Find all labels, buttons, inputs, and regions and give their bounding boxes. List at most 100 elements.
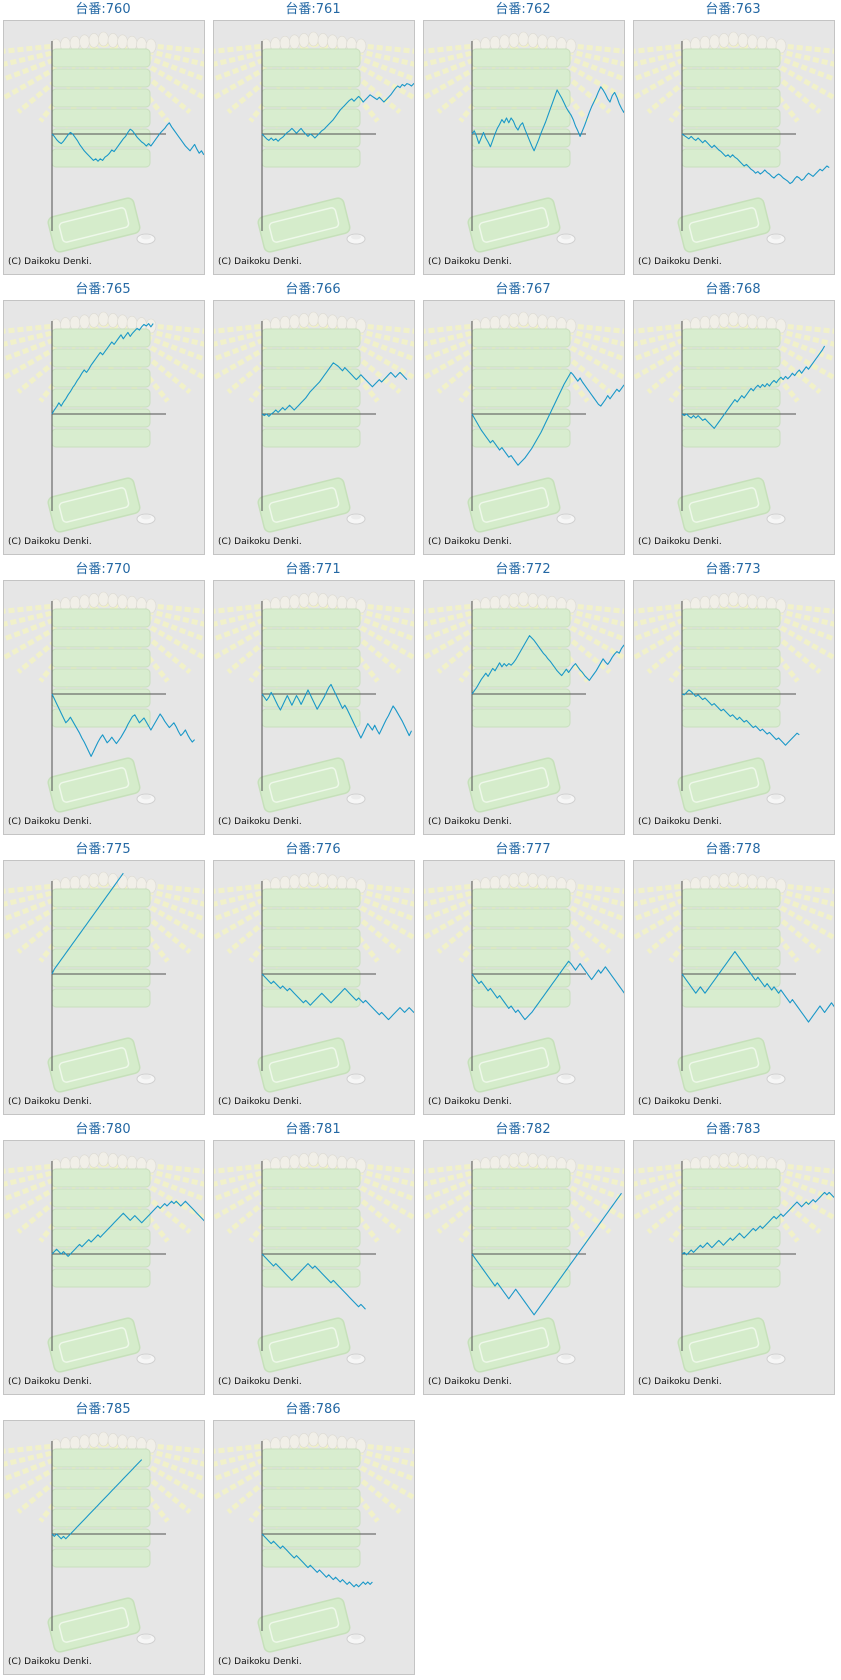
chart-title[interactable]: 台番:785: [75, 1402, 131, 1417]
chart-panel: (C) Daikoku Denki.: [633, 300, 835, 555]
copyright-text: (C) Daikoku Denki.: [638, 1377, 722, 1387]
chart-svg: [424, 591, 624, 813]
chart-svg: [214, 311, 414, 533]
chart-svg: [424, 871, 624, 1093]
chart-cell: 台番:771 (C) Daikoku Denki.: [210, 560, 416, 840]
copyright-text: (C) Daikoku Denki.: [638, 257, 722, 267]
copyright-text: (C) Daikoku Denki.: [638, 1097, 722, 1107]
chart-title[interactable]: 台番:763: [705, 2, 761, 17]
background-artwork: [4, 311, 204, 533]
chart-svg: [214, 1151, 414, 1373]
chart-title[interactable]: 台番:768: [705, 282, 761, 297]
chart-cell: 台番:776 (C) Daikoku Denki.: [210, 840, 416, 1120]
series-line: [681, 1191, 834, 1256]
chart-cell: 台番:783 (C) Daikoku Denki.: [630, 1120, 836, 1400]
background-artwork: [424, 591, 624, 813]
background-artwork: [214, 871, 414, 1093]
chart-cell: 台番:780 (C) Daikoku Denki.: [0, 1120, 206, 1400]
copyright-text: (C) Daikoku Denki.: [8, 1097, 92, 1107]
chart-cell: 台番:763 (C) Daikoku Denki.: [630, 0, 836, 280]
chart-title[interactable]: 台番:777: [495, 842, 551, 857]
chart-title[interactable]: 台番:778: [705, 842, 761, 857]
series-line: [681, 689, 800, 746]
chart-panel: (C) Daikoku Denki.: [423, 580, 625, 835]
series-line: [51, 122, 204, 162]
copyright-text: (C) Daikoku Denki.: [428, 1097, 512, 1107]
chart-title[interactable]: 台番:767: [495, 282, 551, 297]
chart-title[interactable]: 台番:782: [495, 1122, 551, 1137]
series-line: [261, 973, 414, 1021]
chart-title[interactable]: 台番:786: [285, 1402, 341, 1417]
chart-svg: [4, 311, 204, 533]
chart-panel: (C) Daikoku Denki.: [3, 20, 205, 275]
chart-svg: [634, 31, 834, 253]
chart-cell: 台番:785 (C) Daikoku Denki.: [0, 1400, 206, 1680]
background-artwork: [214, 311, 414, 533]
chart-panel: (C) Daikoku Denki.: [213, 860, 415, 1115]
chart-title[interactable]: 台番:783: [705, 1122, 761, 1137]
background-artwork: [214, 591, 414, 813]
chart-svg: [4, 591, 204, 813]
chart-panel: (C) Daikoku Denki.: [213, 300, 415, 555]
series-line: [51, 872, 124, 975]
series-line: [51, 1200, 204, 1257]
chart-title[interactable]: 台番:760: [75, 2, 131, 17]
chart-cell: 台番:766 (C) Daikoku Denki.: [210, 280, 416, 560]
series-line: [261, 1253, 366, 1310]
chart-title[interactable]: 台番:765: [75, 282, 131, 297]
chart-panel: (C) Daikoku Denki.: [3, 1420, 205, 1675]
chart-title[interactable]: 台番:780: [75, 1122, 131, 1137]
background-artwork: [4, 871, 204, 1093]
copyright-text: (C) Daikoku Denki.: [428, 1377, 512, 1387]
chart-panel: (C) Daikoku Denki.: [423, 860, 625, 1115]
background-artwork: [424, 871, 624, 1093]
background-artwork: [214, 1151, 414, 1373]
chart-title[interactable]: 台番:776: [285, 842, 341, 857]
chart-svg: [424, 311, 624, 533]
chart-cell: 台番:782 (C) Daikoku Denki.: [420, 1120, 626, 1400]
chart-title[interactable]: 台番:781: [285, 1122, 341, 1137]
series-line: [471, 635, 624, 695]
copyright-text: (C) Daikoku Denki.: [8, 817, 92, 827]
series-line: [471, 1192, 622, 1316]
chart-title[interactable]: 台番:762: [495, 2, 551, 17]
series-line: [471, 371, 624, 466]
chart-panel: (C) Daikoku Denki.: [213, 20, 415, 275]
chart-title[interactable]: 台番:772: [495, 562, 551, 577]
background-artwork: [4, 1431, 204, 1653]
background-artwork: [214, 1431, 414, 1653]
chart-title[interactable]: 台番:770: [75, 562, 131, 577]
copyright-text: (C) Daikoku Denki.: [638, 537, 722, 547]
chart-svg: [634, 311, 834, 533]
copyright-text: (C) Daikoku Denki.: [8, 1657, 92, 1667]
copyright-text: (C) Daikoku Denki.: [8, 257, 92, 267]
copyright-text: (C) Daikoku Denki.: [428, 537, 512, 547]
copyright-text: (C) Daikoku Denki.: [638, 817, 722, 827]
chart-svg: [634, 871, 834, 1093]
chart-title[interactable]: 台番:766: [285, 282, 341, 297]
chart-cell: 台番:778 (C) Daikoku Denki.: [630, 840, 836, 1120]
background-artwork: [4, 31, 204, 253]
chart-title[interactable]: 台番:775: [75, 842, 131, 857]
series-line: [51, 693, 195, 757]
background-artwork: [214, 31, 414, 253]
chart-title[interactable]: 台番:761: [285, 2, 341, 17]
chart-panel: (C) Daikoku Denki.: [633, 860, 835, 1115]
chart-title[interactable]: 台番:771: [285, 562, 341, 577]
chart-svg: [214, 871, 414, 1093]
background-artwork: [424, 311, 624, 533]
chart-panel: (C) Daikoku Denki.: [633, 1140, 835, 1395]
background-artwork: [4, 591, 204, 813]
series-line: [681, 345, 826, 429]
chart-cell: 台番:770 (C) Daikoku Denki.: [0, 560, 206, 840]
background-artwork: [634, 1151, 834, 1373]
chart-svg: [214, 1431, 414, 1653]
chart-title[interactable]: 台番:773: [705, 562, 761, 577]
series-line: [681, 951, 834, 1023]
copyright-text: (C) Daikoku Denki.: [218, 257, 302, 267]
series-line: [261, 1533, 373, 1588]
copyright-text: (C) Daikoku Denki.: [218, 817, 302, 827]
series-line: [261, 362, 408, 417]
copyright-text: (C) Daikoku Denki.: [8, 537, 92, 547]
